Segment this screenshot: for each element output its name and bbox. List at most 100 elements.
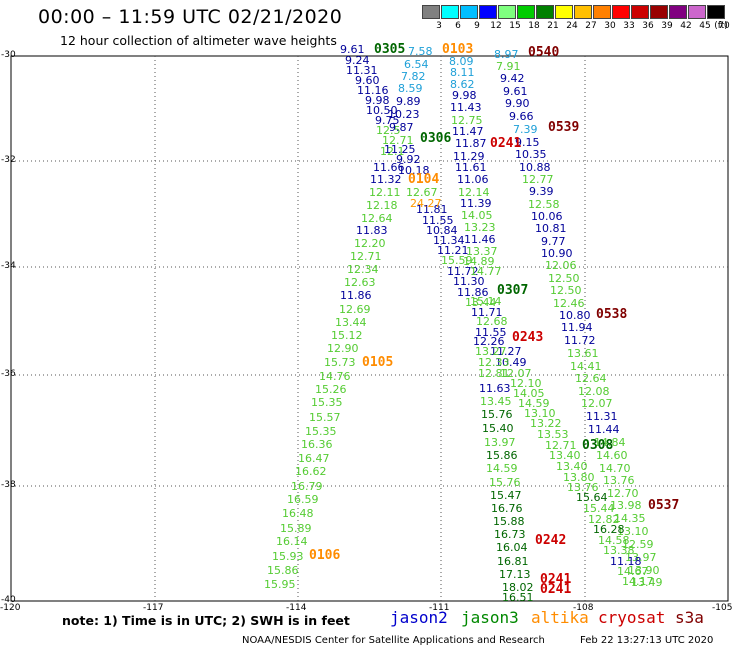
wave-height-value: 9.61 <box>503 85 528 98</box>
wave-height-value: 11.27 <box>490 345 522 358</box>
legend-swatch <box>612 5 630 19</box>
legend-unit: (ft) <box>714 21 728 31</box>
wave-height-value: 11.34 <box>433 234 465 247</box>
legend-swatch <box>669 5 687 19</box>
lat-label: -36 <box>1 369 16 379</box>
legend-swatch <box>422 5 440 19</box>
wave-height-value: 16.76 <box>491 502 523 515</box>
wave-height-value: 16.51 <box>502 591 534 604</box>
wave-height-value: 13.38 <box>603 544 635 557</box>
legend-label: 24 <box>566 21 578 31</box>
wave-height-value: 12.59 <box>622 538 654 551</box>
wave-height-value: 11.16 <box>357 84 389 97</box>
gridlines <box>11 56 728 601</box>
wave-height-value: 11.63 <box>479 382 511 395</box>
wave-height-value: 16.62 <box>295 465 327 478</box>
wave-height-value: 12.68 <box>476 315 508 328</box>
wave-height-value: 14.77 <box>470 265 502 278</box>
pass-number-label: 0105 <box>362 355 394 370</box>
legend-label: 45 <box>699 21 711 31</box>
wave-height-value: 11.43 <box>450 101 482 114</box>
map-border <box>10 55 729 602</box>
legend-label: 3 <box>436 21 442 31</box>
legend-label: 6 <box>455 21 461 31</box>
legend-swatch <box>498 5 516 19</box>
wave-height-value: 13.49 <box>631 576 663 589</box>
wave-height-value: 15.86 <box>486 449 518 462</box>
legend-swatch <box>479 5 497 19</box>
wave-height-value: 8.09 <box>449 55 474 68</box>
satellite-name: jason2 <box>390 608 448 627</box>
satellite-name: altika <box>531 608 589 627</box>
wave-height-value: 10.23 <box>388 108 420 121</box>
wave-height-value: 12.64 <box>575 372 607 385</box>
wave-height-value: 12.46 <box>553 297 585 310</box>
wave-height-value: 9.98 <box>452 89 477 102</box>
legend-label: 33 <box>623 21 635 31</box>
wave-height-value: 15.64 <box>576 491 608 504</box>
wave-height-value: 15.26 <box>315 383 347 396</box>
legend-label: 12 <box>490 21 502 31</box>
wave-height-value: 12.70 <box>607 487 639 500</box>
wave-height-value: 14.17 <box>622 575 654 588</box>
legend-swatch <box>650 5 668 19</box>
satellite-name: s3a <box>675 608 704 627</box>
wave-height-value: 12.33 <box>478 356 510 369</box>
wave-height-value: 11.29 <box>453 150 485 163</box>
wave-height-value: 14.67 <box>617 565 649 578</box>
legend-swatch <box>555 5 573 19</box>
legend-label: 70 <box>718 21 730 31</box>
wave-height-value: 11.71 <box>471 306 503 319</box>
wave-height-value: 12.64 <box>361 212 393 225</box>
legend-label: 18 <box>528 21 540 31</box>
pass-number-label: 0307 <box>497 283 529 298</box>
wave-height-value: 9.39 <box>529 185 554 198</box>
wave-height-value: 11.25 <box>384 143 416 156</box>
wave-height-value: 11.18 <box>610 555 642 568</box>
wave-height-value: 15.40 <box>482 422 514 435</box>
wave-height-value: 12.08 <box>578 385 610 398</box>
wave-height-value: 8.62 <box>450 78 475 91</box>
wave-height-value: 14.84 <box>594 436 626 449</box>
wave-height-value: 9.61 <box>340 43 365 56</box>
wave-height-value: 15.76 <box>489 476 521 489</box>
pass-number-label: 0540 <box>528 45 560 60</box>
wave-height-value: 12.67 <box>406 186 438 199</box>
pass-number-label: 0537 <box>648 498 680 513</box>
credit-line: NOAA/NESDIS Center for Satellite Applica… <box>242 635 545 646</box>
legend-swatch <box>688 5 706 19</box>
lon-label: -111 <box>429 603 450 613</box>
wave-height-value: 13.97 <box>625 551 657 564</box>
pass-number-label: 0242 <box>535 533 567 548</box>
wave-height-value: 13.27 <box>475 345 507 358</box>
wave-height-value: 14.05 <box>513 387 545 400</box>
lon-label: -108 <box>573 603 594 613</box>
lat-label: -34 <box>1 261 16 271</box>
lat-label: -32 <box>1 155 16 165</box>
wave-height-value: 13.23 <box>464 221 496 234</box>
pass-number-label: 0243 <box>512 330 544 345</box>
wave-height-value: 12.07 <box>581 397 613 410</box>
legend-label: 39 <box>661 21 673 31</box>
pass-number-label: 0308 <box>582 438 614 453</box>
wave-height-value: 15.59 <box>441 254 473 267</box>
wave-height-value: 12.71 <box>350 250 382 263</box>
wave-height-value: 15.73 <box>324 356 356 369</box>
wave-height-value: 12.18 <box>366 199 398 212</box>
wave-height-value: 10.80 <box>559 309 591 322</box>
wave-height-value: 13.10 <box>617 525 649 538</box>
wave-height-value: 16.47 <box>298 452 330 465</box>
wave-height-value: 8.11 <box>450 66 475 79</box>
pass-number-label: 0104 <box>408 172 440 187</box>
wave-height-value: 14.41 <box>570 360 602 373</box>
wave-height-value: 15.95 <box>264 578 296 591</box>
wave-height-value: 10.88 <box>519 161 551 174</box>
wave-height-value: 10.81 <box>535 222 567 235</box>
wave-height-value: 12.07 <box>500 367 532 380</box>
wave-height-value: 11.55 <box>422 214 454 227</box>
wave-height-value: 9.89 <box>396 95 421 108</box>
wave-height-value: 11.83 <box>356 224 388 237</box>
wave-height-value: 13.22 <box>530 417 562 430</box>
